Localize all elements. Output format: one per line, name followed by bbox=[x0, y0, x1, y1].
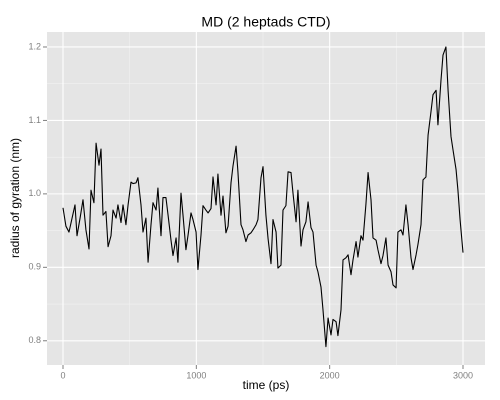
x-tick-label: 2000 bbox=[320, 370, 340, 380]
y-tick-label: 0.8 bbox=[28, 335, 41, 345]
y-tick-label: 1.1 bbox=[28, 115, 41, 125]
y-axis-title: radius of gyration (nm) bbox=[8, 138, 22, 258]
x-axis-title: time (ps) bbox=[243, 378, 290, 392]
data-line bbox=[62, 46, 464, 348]
x-tick-label: 3000 bbox=[453, 370, 473, 380]
x-tick-label: 1000 bbox=[186, 370, 206, 380]
plot-panel bbox=[47, 32, 485, 365]
y-tick-label: 0.9 bbox=[28, 262, 41, 272]
chart-title: MD (2 heptads CTD) bbox=[201, 14, 330, 30]
y-tick-label: 1.2 bbox=[28, 41, 41, 51]
y-tick-label: 1.0 bbox=[28, 188, 41, 198]
x-tick-label: 0 bbox=[60, 370, 65, 380]
